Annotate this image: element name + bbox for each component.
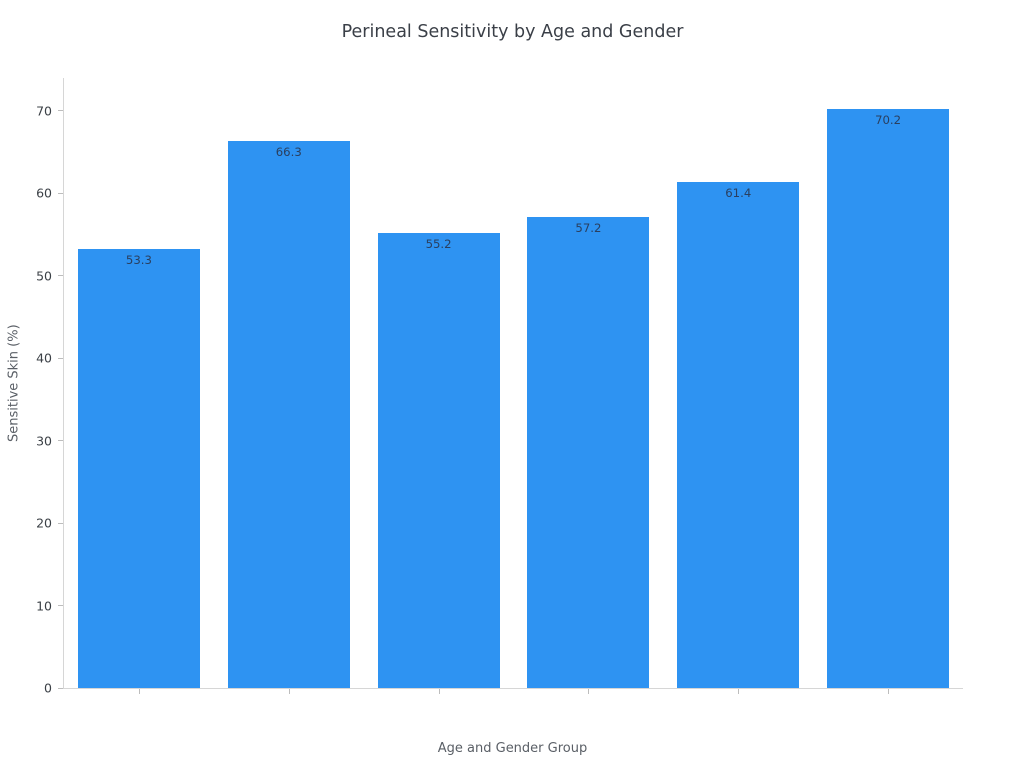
bar: 70.2 [827,109,950,688]
x-axis-title: Age and Gender Group [437,741,588,756]
x-tick-mark [288,689,290,694]
bar-value-label: 61.4 [725,185,752,200]
y-tick-label: 30 [36,433,52,449]
bar-value-label: 66.3 [275,145,302,160]
y-tick-mark [58,192,63,194]
y-tick-label: 40 [36,350,52,366]
y-tick-mark [58,522,63,524]
y-axis-title: Sensitive Skin (%) [6,324,22,442]
y-tick-label: 10 [36,598,52,614]
y-tick-mark [58,605,63,607]
y-tick-label: 0 [44,680,52,696]
y-tick-mark [58,440,63,442]
bar-value-label: 57.2 [575,220,602,235]
y-tick-mark [58,275,63,277]
bar: 66.3 [227,141,350,688]
bar: 57.2 [527,216,650,688]
y-tick-mark [58,110,63,112]
chart-title: Perineal Sensitivity by Age and Gender [341,22,684,42]
x-tick-mark [438,689,440,694]
x-tick-mark [888,689,890,694]
y-tick-mark [58,357,63,359]
x-tick-mark [138,689,140,694]
y-tick-label: 60 [36,185,52,201]
bar: 55.2 [377,232,500,688]
y-tick-label: 70 [36,103,52,119]
y-tick-label: 20 [36,515,52,531]
y-tick-label: 50 [36,268,52,284]
bar: 61.4 [677,181,800,688]
bar-value-label: 70.2 [875,113,902,128]
bar-value-label: 53.3 [125,252,152,267]
bar-value-label: 55.2 [425,236,452,251]
x-tick-mark [588,689,590,694]
bar: 53.3 [77,248,200,688]
y-tick-mark [58,687,63,689]
x-tick-mark [738,689,740,694]
